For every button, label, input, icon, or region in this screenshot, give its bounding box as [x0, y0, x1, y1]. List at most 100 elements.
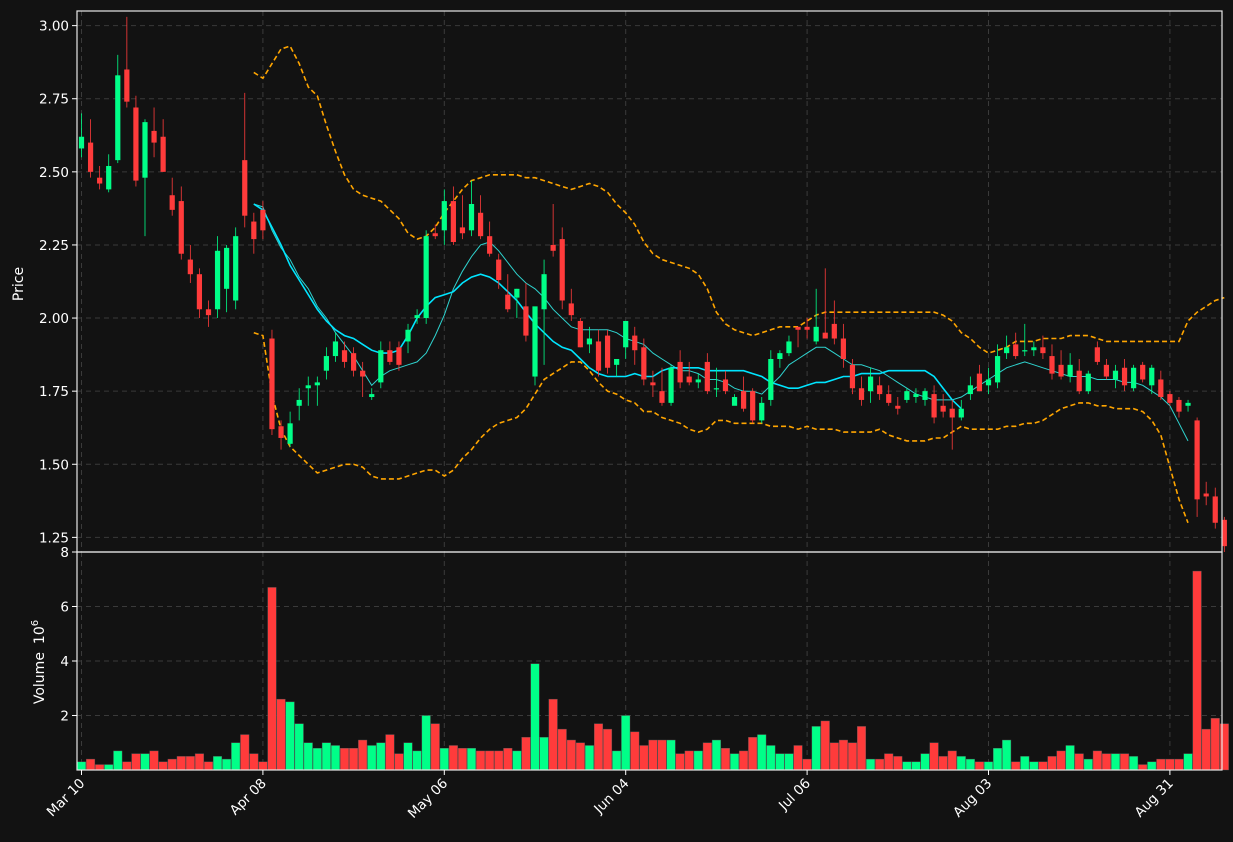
- volume-bar: [1183, 753, 1193, 771]
- volume-bar: [811, 726, 821, 771]
- volume-bar: [974, 761, 984, 771]
- candle-body: [260, 209, 266, 231]
- volume-bar: [993, 748, 1003, 771]
- volume-bar: [684, 750, 694, 771]
- candle-body: [677, 361, 683, 383]
- volume-bar: [503, 748, 513, 771]
- volume-bar: [1174, 758, 1184, 771]
- volume-bar: [748, 737, 758, 771]
- volume-y-tick-label: 4: [60, 654, 69, 670]
- candle-body: [904, 391, 910, 400]
- candle-body: [1158, 379, 1164, 398]
- candle-body: [713, 388, 719, 390]
- candle-body: [396, 347, 402, 365]
- volume-bar: [621, 715, 631, 771]
- candle-body: [360, 370, 366, 377]
- candle-body: [813, 326, 819, 342]
- price-gridlines: [77, 11, 1222, 552]
- candle-body: [1094, 347, 1100, 362]
- volume-bar: [766, 745, 776, 771]
- volume-bar: [430, 723, 440, 771]
- volume-scale-exponent: 6: [30, 620, 41, 626]
- volume-bar: [603, 728, 613, 771]
- candle-body: [686, 376, 692, 383]
- price-y-tick-label: 2.25: [39, 238, 69, 254]
- volume-bar: [203, 761, 213, 771]
- candle-body: [242, 160, 248, 216]
- volume-axis-label: Volume 106: [30, 620, 48, 704]
- candle-body: [487, 236, 493, 254]
- candle-body: [985, 379, 992, 386]
- volume-bar: [231, 742, 241, 771]
- volume-bar: [866, 758, 876, 771]
- volume-bar: [1020, 756, 1030, 771]
- candle-body: [532, 306, 538, 377]
- candle-body: [586, 338, 593, 345]
- candle-body: [178, 201, 184, 254]
- candle-body: [632, 335, 638, 351]
- candle-body: [659, 391, 665, 403]
- volume-bar: [639, 745, 649, 771]
- candle-body: [650, 382, 656, 386]
- volume-bar: [276, 698, 286, 771]
- volume-bar: [485, 750, 495, 771]
- candle-body: [314, 382, 320, 386]
- volume-bar: [911, 761, 921, 771]
- volume-bar: [494, 750, 504, 771]
- volume-y-axis: 2 4 6 8: [60, 545, 77, 725]
- volume-bar: [385, 734, 395, 771]
- volume-bar: [630, 731, 640, 771]
- volume-bar: [1011, 761, 1021, 771]
- candle-body: [332, 341, 339, 357]
- candle-body: [541, 274, 547, 310]
- candle-body: [641, 347, 647, 380]
- volume-bar: [775, 753, 785, 771]
- candle-body: [323, 356, 329, 371]
- volume-bar: [793, 745, 803, 771]
- volume-axis-title: Volume: [32, 652, 48, 704]
- candle-body: [704, 361, 710, 392]
- volume-bar: [1038, 761, 1048, 771]
- volume-bar: [757, 734, 767, 771]
- volume-bar: [884, 753, 894, 771]
- volume-bar: [838, 739, 848, 771]
- candle-body: [994, 356, 1001, 383]
- volume-bar: [539, 737, 549, 771]
- lower-band-line: [253, 331, 1189, 524]
- candle-body: [477, 212, 484, 237]
- candle-body: [840, 338, 846, 359]
- volume-bar: [258, 761, 268, 771]
- candle-body: [1203, 493, 1209, 497]
- candle-body: [695, 379, 701, 383]
- volume-bar: [1110, 753, 1120, 771]
- volume-bar: [213, 756, 223, 771]
- candle-body: [849, 364, 856, 389]
- volume-bar: [294, 723, 304, 771]
- candle-body: [559, 239, 565, 301]
- volume-bar: [820, 720, 830, 771]
- volume-bar: [1219, 723, 1229, 771]
- candle-body: [278, 426, 284, 438]
- volume-bar: [1065, 745, 1075, 771]
- candle-body: [224, 247, 230, 289]
- volume-bar: [802, 758, 812, 771]
- volume-bar: [612, 750, 622, 771]
- volume-bar: [95, 764, 105, 771]
- candle-body: [786, 341, 792, 354]
- candle-body: [78, 136, 85, 149]
- candle-body: [1121, 367, 1128, 386]
- candle-body: [151, 130, 157, 143]
- candle-body: [759, 402, 765, 421]
- candle-body: [1194, 420, 1200, 500]
- candle-body: [505, 294, 511, 310]
- short-ma-line: [253, 203, 1189, 442]
- candle-body: [931, 394, 937, 418]
- volume-bar: [448, 745, 458, 771]
- candle-body: [1013, 344, 1019, 357]
- candle-body: [1176, 399, 1182, 412]
- volume-bar: [86, 758, 96, 771]
- volume-bar: [312, 748, 322, 771]
- volume-bar: [467, 748, 477, 771]
